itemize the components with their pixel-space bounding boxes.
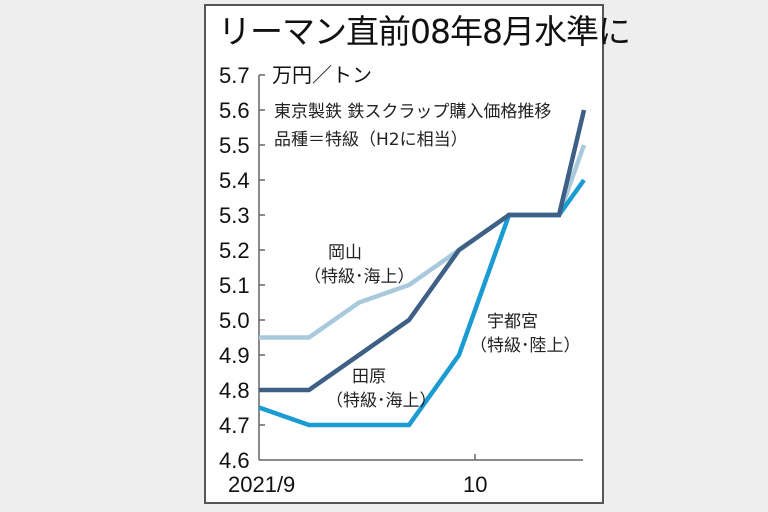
label-utsunomiya-name: 宇都宮: [487, 312, 538, 332]
y-tick-label: 4.6: [219, 448, 250, 473]
y-tick-label: 5.4: [219, 168, 250, 193]
series-line-okayama: [259, 144, 587, 340]
y-tick-label: 4.7: [219, 413, 250, 438]
y-tick-label: 4.9: [219, 343, 250, 368]
note-line-2: 品種＝特級（H2に相当）: [274, 130, 468, 150]
y-tick-label: 5.3: [219, 203, 250, 228]
y-tick-label: 5.0: [219, 308, 250, 333]
label-tahara-name: 田原: [352, 367, 386, 387]
y-tick-label: 5.6: [219, 98, 250, 123]
chart-title: リーマン直前08年8月水準に: [218, 12, 631, 51]
y-tick-label: 5.7: [219, 63, 250, 88]
y-tick-label: 5.2: [219, 238, 250, 263]
y-ticks: [259, 74, 265, 426]
y-tick-labels: 5.7 5.6 5.5 5.4 5.3 5.2 5.1 5.0 4.9 4.8 4.7 4.6: [219, 63, 250, 473]
y-tick-label: 5.5: [219, 133, 250, 158]
label-tahara-sub: （特級･海上）: [326, 391, 437, 411]
series-line-tahara: [259, 109, 587, 393]
label-utsunomiya-sub: （特級･陸上）: [470, 336, 581, 356]
unit-label: 万円／トン: [272, 63, 372, 87]
y-tick-label: 4.8: [219, 378, 250, 403]
x-tick-label-start: 2021/9: [228, 472, 295, 497]
y-tick-label: 5.1: [219, 273, 250, 298]
x-tick-label-10: 10: [463, 472, 487, 497]
label-okayama-sub: （特級･海上）: [304, 267, 415, 287]
label-okayama-name: 岡山: [328, 243, 362, 263]
note-line-1: 東京製鉄 鉄スクラップ購入価格推移: [274, 102, 551, 122]
chart-frame: [204, 4, 604, 504]
